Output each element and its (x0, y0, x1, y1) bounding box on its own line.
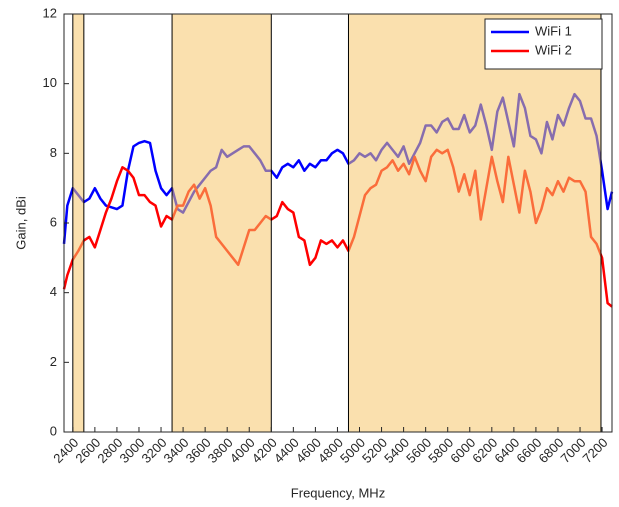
y-tick-label: 6 (50, 214, 57, 229)
legend-label: WiFi 2 (535, 42, 572, 57)
legend: WiFi 1 WiFi 2 (484, 18, 603, 70)
band (72, 14, 84, 432)
x-tick-label: 7200 (580, 435, 611, 466)
y-tick-label: 10 (43, 75, 57, 90)
y-tick-label: 8 (50, 145, 57, 160)
legend-label: WiFi 1 (535, 23, 572, 38)
y-tick-label: 0 (50, 423, 57, 438)
y-axis-label: Gain, dBi (13, 196, 28, 250)
band (348, 14, 601, 432)
y-tick-label: 2 (50, 354, 57, 369)
x-axis-label: Frequency, MHz (291, 485, 385, 500)
band (172, 14, 272, 432)
y-tick-label: 4 (50, 284, 57, 299)
y-tick-label: 12 (43, 5, 57, 20)
legend-box (484, 18, 603, 70)
